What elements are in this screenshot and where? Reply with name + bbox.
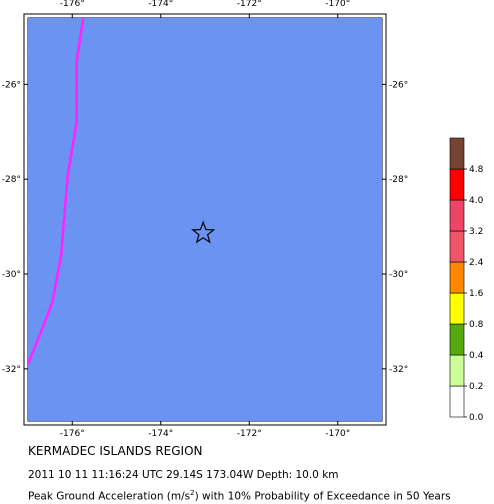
lon-label-bottom: -176° [60,429,85,439]
ocean-texture [28,18,382,421]
lat-label-right: -28° [389,175,408,185]
epicenter-star-icon [191,220,216,244]
lat-label-left: -26° [2,80,21,90]
lon-label-top: -174° [148,0,173,9]
legend-swatch [449,137,465,170]
legend-swatch [449,385,465,418]
legend-label: 1.6 [469,289,484,299]
lon-label-bottom: -170° [325,429,350,439]
lon-label-top: -176° [60,0,85,9]
pga-description: Peak Ground Acceleration (m/s2) with 10%… [28,489,451,503]
region-title: KERMADEC ISLANDS REGION [28,444,203,458]
plate-boundary-line [28,18,85,365]
color-legend: 0.0 0.2 0.4 0.8 1.6 2.4 3.2 4.0 4.8 [449,137,484,423]
legend-swatch [449,168,465,201]
lat-label-left: -32° [2,365,21,375]
legend-swatch [449,261,465,294]
lat-label-left: -28° [2,175,21,185]
legend-label: 0.0 [469,413,484,423]
legend-swatch [449,292,465,325]
legend-swatch [449,230,465,263]
lat-label-left: -30° [2,270,21,280]
lon-label-bottom: -174° [148,429,173,439]
legend-label: 4.8 [469,165,484,175]
legend-label: 3.2 [469,227,483,237]
map-ticks: -176° -176° -174° -174° -172° -172° -170° -170°… [2,0,408,439]
lon-label-top: -170° [325,0,350,9]
lat-label-right: -32° [389,365,408,375]
legend-label: 0.8 [469,320,484,330]
lon-label-top: -172° [237,0,262,9]
legend-swatch [449,354,465,387]
legend-swatch [449,199,465,232]
lat-label-right: -26° [389,80,408,90]
legend-swatch [449,323,465,356]
lat-label-right: -30° [389,270,408,280]
legend-label: 0.4 [469,351,484,361]
legend-label: 2.4 [469,258,484,268]
lon-label-bottom: -172° [237,429,262,439]
event-info: 2011 10 11 11:16:24 UTC 29.14S 173.04W D… [28,469,339,481]
legend-label: 0.2 [469,382,483,392]
legend-label: 4.0 [469,196,484,206]
